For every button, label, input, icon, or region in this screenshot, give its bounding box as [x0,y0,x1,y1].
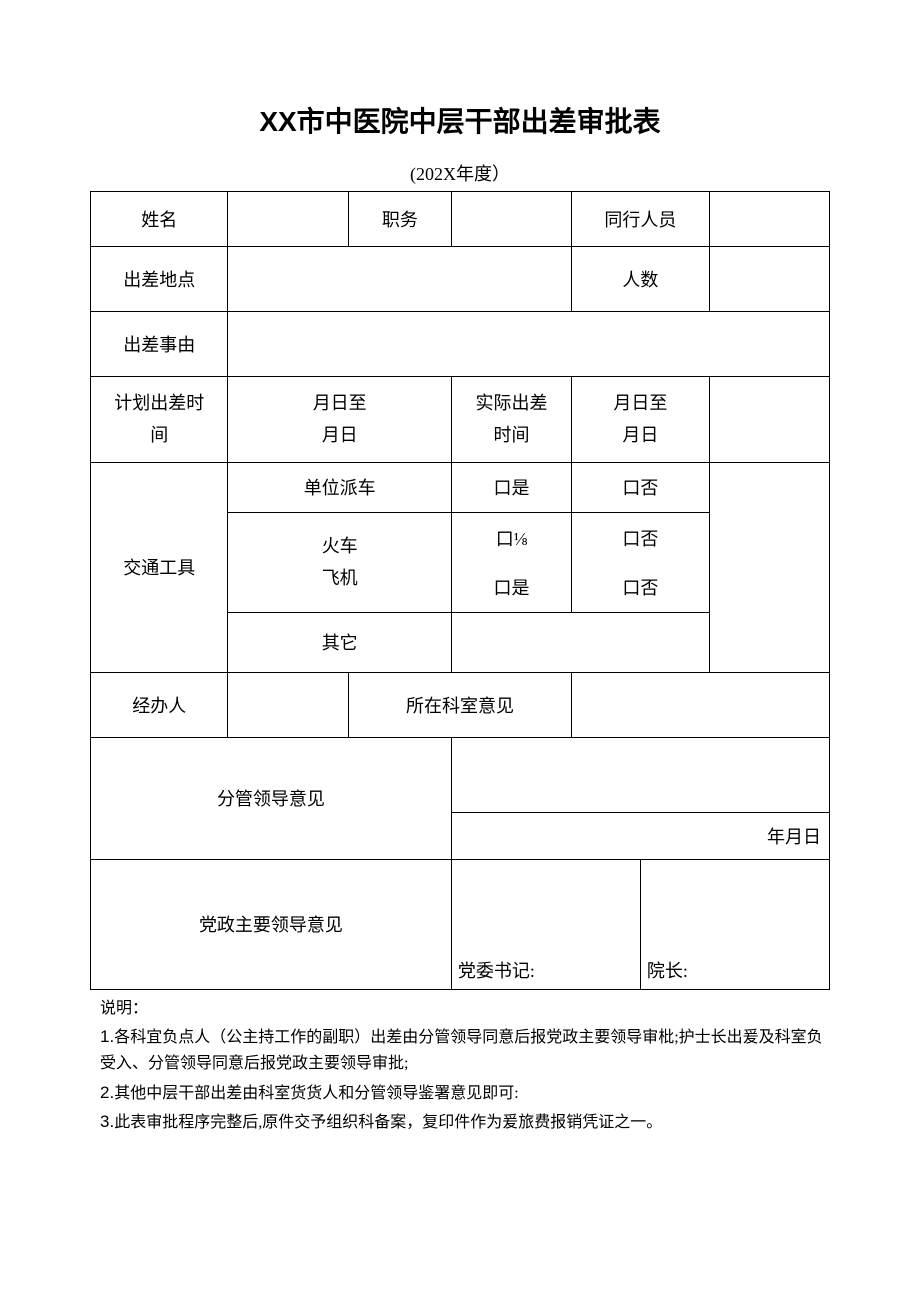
plane-yes: 口是 [451,562,571,612]
row-time: 计划出差时间 月日至月日 实际出差时间 月日至月日 [91,377,830,463]
train-no: 口否 [572,512,709,562]
value-people-count [709,247,829,312]
label-supervisor-opinion: 分管领导意见 [91,737,452,859]
value-party-secretary: 党委书记: [451,859,640,989]
value-other [451,612,709,672]
label-people-count: 人数 [572,247,709,312]
label-reason: 出差事由 [91,312,228,377]
value-planned-time: 月日至月日 [228,377,451,463]
row-transport-car: 交通工具 单位派车 口是 口否 [91,462,830,512]
value-companion [709,192,829,247]
notes-header: 说明： [100,996,830,1022]
page-subtitle: (202X年度） [90,160,830,186]
value-supervisor-opinion [451,737,829,812]
car-no: 口否 [572,462,709,512]
label-party-leader-opinion: 党政主要领导意见 [91,859,452,989]
label-other: 其它 [228,612,451,672]
value-supervisor-date: 年月日 [451,812,829,859]
label-handler: 经办人 [91,672,228,737]
notes-section: 说明： 1.各科宜负点人（公主持工作的副职）出差由分管领导同意后报党政主要领导审… [90,996,830,1136]
value-reason [228,312,830,377]
car-yes: 口是 [451,462,571,512]
row-party-leader: 党政主要领导意见 党委书记: 院长: [91,859,830,989]
car-extra [709,462,829,672]
row-reason: 出差事由 [91,312,830,377]
row-name: 姓名 职务 同行人员 [91,192,830,247]
page-title: XX市中医院中层干部出差审批表 [90,100,830,140]
label-actual-time: 实际出差时间 [451,377,571,463]
label-destination: 出差地点 [91,247,228,312]
value-position [451,192,571,247]
note-2: 2.其他中层干部出差由科室货货人和分管领导鉴署意见即可: [100,1079,830,1107]
value-dept-opinion [572,672,830,737]
note-3: 3.此表审批程序完整后,原件交予组织科备案，复印件作为爰旅费报销凭证之一。 [100,1108,830,1136]
approval-form-table: 姓名 职务 同行人员 出差地点 人数 出差事由 计划出差时间 月日至月日 实际出… [90,191,830,990]
label-planned-time: 计划出差时间 [91,377,228,463]
row-destination: 出差地点 人数 [91,247,830,312]
plane-no: 口否 [572,562,709,612]
label-name: 姓名 [91,192,228,247]
label-companion: 同行人员 [572,192,709,247]
note-1: 1.各科宜负点人（公主持工作的副职）出差由分管领导同意后报党政主要领导审枇;护士… [100,1023,830,1076]
label-position: 职务 [348,192,451,247]
label-company-car: 单位派车 [228,462,451,512]
label-train-plane: 火车飞机 [228,512,451,612]
value-name [228,192,348,247]
train-yes: 口⅛ [451,512,571,562]
label-dept-opinion: 所在科室意见 [348,672,571,737]
value-dean: 院长: [640,859,829,989]
value-time-extra [709,377,829,463]
row-supervisor: 分管领导意见 [91,737,830,812]
label-transport: 交通工具 [91,462,228,672]
value-handler [228,672,348,737]
value-destination [228,247,572,312]
row-handler: 经办人 所在科室意见 [91,672,830,737]
value-actual-time: 月日至月日 [572,377,709,463]
